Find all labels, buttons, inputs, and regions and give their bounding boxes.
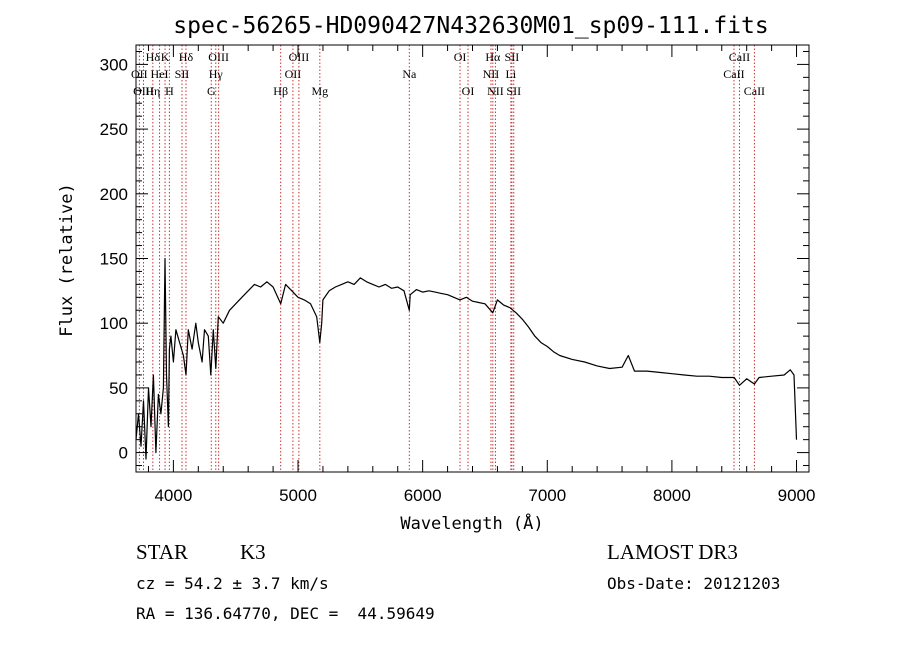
y-tick-label: 300 (100, 55, 128, 74)
line-label: OII (131, 67, 148, 81)
line-label: Na (402, 67, 417, 81)
y-tick-label: 150 (100, 250, 128, 269)
line-label: Hη (145, 84, 160, 98)
spectrum-line (135, 257, 798, 460)
survey-name: LAMOST DR3 (607, 540, 738, 564)
object-class: STAR (136, 540, 188, 564)
y-tick-label: 0 (119, 444, 128, 463)
y-axis-label: Flux (relative) (57, 183, 77, 337)
line-label: CaII (723, 67, 744, 81)
line-label: CaII (729, 50, 750, 64)
line-label: OIII (289, 50, 310, 64)
line-label: H (165, 84, 174, 98)
line-label: CaII (744, 84, 765, 98)
line-label: SII (505, 50, 520, 64)
x-tick-label: 9000 (778, 486, 816, 505)
y-tick-label: 50 (109, 379, 128, 398)
line-label: OI (454, 50, 467, 64)
line-label: K (161, 50, 170, 64)
y-tick-label: 100 (100, 314, 128, 333)
x-tick-label: 6000 (404, 486, 442, 505)
x-tick-label: 4000 (154, 486, 192, 505)
line-label: OIII (133, 84, 154, 98)
y-tick-label: 250 (100, 120, 128, 139)
x-tick-label: 5000 (279, 486, 317, 505)
line-label: Hδ (179, 50, 194, 64)
chart-title: spec-56265-HD090427N432630M01_sp09-111.f… (173, 13, 768, 39)
line-label: G (207, 84, 216, 98)
line-label: Li (506, 67, 517, 81)
line-label: NII (483, 67, 500, 81)
line-label: Hβ (273, 84, 288, 98)
line-label: Hδ (146, 50, 161, 64)
object-subclass: K3 (240, 540, 266, 564)
x-tick-label: 7000 (528, 486, 566, 505)
line-label: HeI (151, 67, 169, 81)
x-axis-label: Wavelength (Å) (400, 512, 543, 534)
spectrum-series (135, 257, 798, 460)
line-label: OII (285, 67, 302, 81)
coordinates: RA = 136.64770, DEC = 44.59649 (136, 604, 435, 623)
line-label: Mg (311, 84, 328, 98)
redshift-info: cz = 54.2 ± 3.7 km/s (136, 574, 329, 593)
y-tick-label: 200 (100, 185, 128, 204)
line-label: Hα (485, 50, 501, 64)
y-axis-ticks: 0 50 100 150 200 250 300 (100, 50, 809, 467)
x-axis-ticks: 4000 5000 6000 7000 8000 9000 (147, 45, 816, 505)
line-label: OI (462, 84, 475, 98)
obs-date: Obs-Date: 20121203 (607, 574, 780, 593)
plot-frame (135, 44, 810, 473)
line-label: Hγ (209, 67, 224, 81)
line-label: SII (175, 67, 190, 81)
line-label: SII (506, 84, 521, 98)
emission-line-markers (138, 45, 755, 472)
line-label: OIII (208, 50, 229, 64)
line-label: NII (487, 84, 504, 98)
x-tick-label: 8000 (653, 486, 691, 505)
